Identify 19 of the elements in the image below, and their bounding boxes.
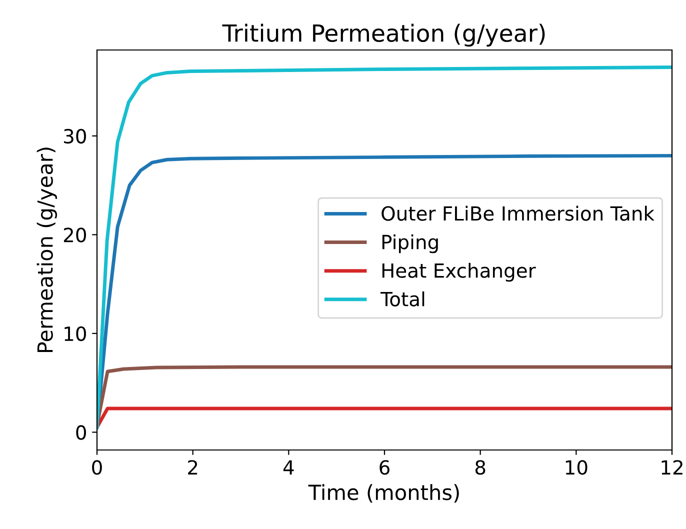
legend-label: Total [380,291,424,306]
y-tick-label: 0 [76,425,86,440]
x-tick-label: 8 [475,460,486,475]
x-tick-label: 6 [380,460,390,475]
y-axis-title: Permeation (g/year) [36,148,57,352]
x-axis-title: Time (months) [308,484,459,503]
y-tick-label: 20 [64,228,86,242]
legend-label: Piping [382,234,438,254]
chart-title: Tritium Permeation (g/year) [222,24,545,47]
line-series [97,66,672,430]
x-tick-label: 12 [662,460,682,474]
x-tick-label: 2 [188,460,198,474]
y-tick-label: 30 [64,128,86,144]
x-tick-label: 10 [566,460,588,475]
y-tick-label: 10 [64,326,86,342]
legend-label: Heat Exchanger [382,262,536,282]
x-tick-label: 4 [283,460,294,474]
x-tick-label: 0 [92,460,102,475]
legend-label: Outer FLiBe Immersion Tank [382,206,654,221]
